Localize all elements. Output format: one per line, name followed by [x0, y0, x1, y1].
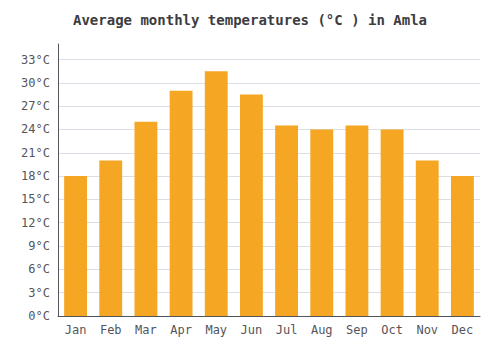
- svg-text:Mar: Mar: [135, 323, 157, 337]
- svg-text:Feb: Feb: [100, 323, 122, 337]
- svg-text:9°C: 9°C: [28, 239, 50, 253]
- svg-text:18°C: 18°C: [21, 169, 50, 183]
- svg-text:Sep: Sep: [346, 323, 368, 337]
- svg-text:Aug: Aug: [311, 323, 333, 337]
- svg-text:15°C: 15°C: [21, 192, 50, 206]
- svg-text:Average monthly temperatures (: Average monthly temperatures (°C ) in Am…: [73, 12, 427, 28]
- svg-text:12°C: 12°C: [21, 216, 50, 230]
- svg-text:21°C: 21°C: [21, 146, 50, 160]
- svg-text:33°C: 33°C: [21, 53, 50, 67]
- svg-text:Oct: Oct: [381, 323, 403, 337]
- svg-text:Nov: Nov: [416, 323, 438, 337]
- svg-text:24°C: 24°C: [21, 122, 50, 136]
- svg-text:Dec: Dec: [452, 323, 474, 337]
- svg-text:3°C: 3°C: [28, 286, 50, 300]
- svg-text:Jul: Jul: [276, 323, 298, 337]
- svg-text:27°C: 27°C: [21, 99, 50, 113]
- svg-text:0°C: 0°C: [28, 309, 50, 323]
- svg-text:6°C: 6°C: [28, 262, 50, 276]
- svg-text:30°C: 30°C: [21, 76, 50, 90]
- svg-text:Jun: Jun: [241, 323, 263, 337]
- svg-text:May: May: [205, 323, 227, 337]
- svg-text:Apr: Apr: [170, 323, 192, 337]
- svg-text:Jan: Jan: [65, 323, 87, 337]
